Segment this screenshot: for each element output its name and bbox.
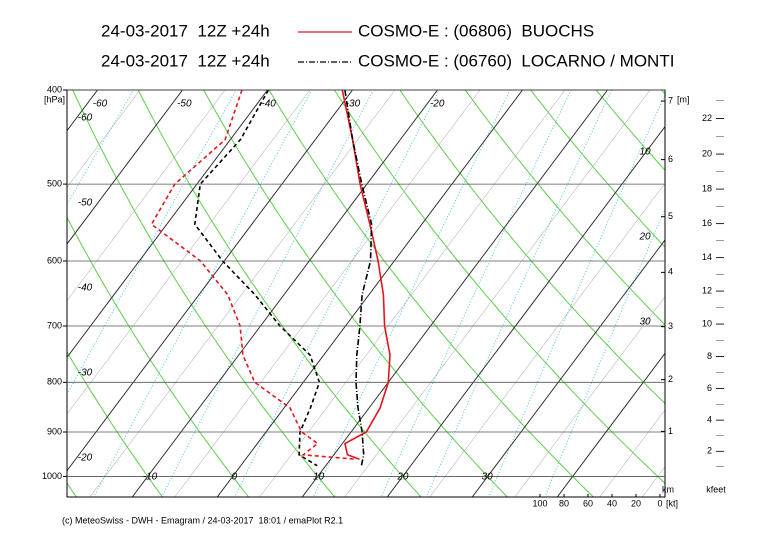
dry-adiabat [333,90,665,485]
y-tick-label: 700 [47,320,62,330]
isotherm [216,90,524,497]
isotherm-label: -40 [78,283,93,294]
isotherm-label: -30 [346,99,361,110]
legend-name: COSMO-E : (06760) LOCARNO / MONTI [358,51,674,70]
kfeet-tick-label: 2 [707,446,712,456]
isotherm-label: -30 [78,368,93,379]
km-tick-label: 1 [668,426,673,436]
y-tick-label: 400 [47,84,62,94]
temperature-profile [341,90,391,460]
mixing-ratio-line [425,90,613,497]
isotherm-minor [259,90,566,497]
isotherm-label: -50 [78,198,93,209]
legend-run: 24-03-2017 12Z +24h [101,21,270,40]
mixing-ratio-line [161,90,374,497]
wind-tick-label: 40 [607,498,617,508]
isotherm-label: -40 [261,99,276,110]
dewpoint-profile [150,90,356,460]
kfeet-tick-label: 8 [707,351,712,361]
isotherm-minor [599,409,665,497]
dry-adiabat [530,90,665,248]
km-tick-label: 4 [668,267,673,277]
kfeet-tick-label: 12 [702,285,712,295]
kfeet-tick-label: 4 [707,415,712,425]
y-tick-label: 800 [47,377,62,387]
isotherm [471,239,665,497]
km-tick-label: 5 [668,211,673,221]
y-tick-label: 1000 [42,471,62,481]
isotherm-minor [514,296,665,497]
wind-tick-label: 20 [631,498,641,508]
mixing-ratio-line [67,90,135,206]
y-tick-label: 900 [47,426,62,436]
kfeet-tick-label: 16 [702,218,712,228]
isotherm [386,125,665,497]
isotherm-label: -20 [430,99,445,110]
km-tick-label: 6 [668,154,673,164]
pressure-unit: [hPa] [44,94,65,104]
wind-tick-label: 80 [559,498,569,508]
isotherm-minor [67,90,311,415]
isotherm-label: 30 [482,472,494,483]
kfeet-tick-label: 20 [702,148,712,158]
dry-adiabat [72,90,336,497]
dry-adiabat [137,90,422,497]
dry-adiabat [399,90,665,405]
kfeet-tick-label: 10 [702,318,712,328]
wind-tick-label: 60 [583,498,593,508]
km-unit-top: [m] [677,94,690,104]
isotherm-minor [344,90,651,497]
legend-name: COSMO-E : (06806) BUOCHS [358,21,594,40]
legend-run: 24-03-2017 12Z +24h [101,51,270,70]
km-tick-label: 3 [668,321,673,331]
isotherm-label: 20 [396,472,409,483]
theta-label: 20 [638,232,651,243]
km-tick-label: 7 [668,95,673,105]
km-tick-label: 2 [668,374,673,384]
isotherm-minor [174,90,481,497]
wind-tick-label: 0 [657,498,662,508]
isotherm [67,90,184,245]
isotherm-label: -10 [143,472,158,483]
isotherm-label: 10 [313,472,325,483]
isotherm-minor [429,182,665,497]
kfeet-tick-label: 6 [707,383,712,393]
y-tick-label: 600 [47,255,62,265]
footer: (c) MeteoSwiss - DWH - Emagram / 24-03-2… [62,515,343,525]
kfeet-tick-label: 22 [702,113,712,123]
isotherm-minor [89,90,396,497]
dry-adiabat [67,350,164,497]
kfeet-tick-label: 18 [702,184,712,194]
isotherm [556,352,665,497]
wind-tick-label: 100 [532,498,547,508]
y-tick-label: 500 [47,178,62,188]
dry-adiabat [67,216,250,497]
plot-area [67,90,665,497]
isotherm-minor [67,90,141,188]
dry-adiabat [464,90,665,326]
isotherm [67,90,269,359]
kfeet-unit: kfeet [706,484,726,494]
theta-label: 30 [639,317,651,328]
mixing-ratio-line [234,90,440,497]
theta-label: 10 [639,147,651,158]
isotherm-label: -20 [78,453,93,464]
isotherm-label: -60 [78,113,93,124]
kfeet-tick-label: 14 [702,252,712,262]
mixing-ratio-line [93,90,313,497]
km-unit-bottom: km [662,484,674,494]
isotherm [67,90,354,472]
isotherm-label: -50 [177,99,192,110]
isotherm-minor [67,90,226,302]
wind-unit: [kt] [666,498,678,508]
isotherm-label: 0 [232,472,238,483]
isotherm-label: -60 [93,99,108,110]
dry-adiabat [203,90,508,497]
mixing-ratio-line [380,90,572,497]
isotherm [301,90,609,497]
isotherm [131,90,439,497]
